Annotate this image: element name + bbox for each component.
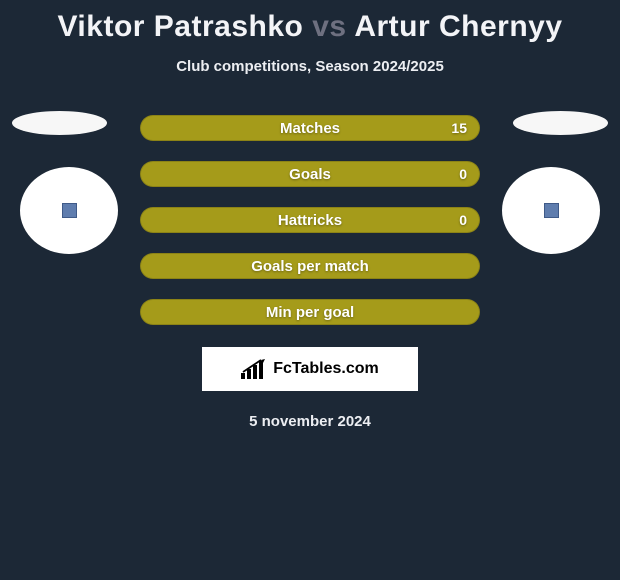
- vs-separator: vs: [312, 10, 346, 43]
- branding-box: FcTables.com: [202, 347, 418, 391]
- right-team-badge-icon: [544, 203, 559, 218]
- stat-value: 0: [459, 212, 467, 228]
- player2-name: Artur Chernyy: [354, 10, 562, 43]
- stat-label: Min per goal: [266, 304, 354, 321]
- stats-bars: Matches 15 Goals 0 Hattricks 0 Goals per…: [140, 115, 480, 325]
- stat-bar-matches: Matches 15: [140, 115, 480, 141]
- stat-bar-hattricks: Hattricks 0: [140, 207, 480, 233]
- stat-bar-min-per-goal: Min per goal: [140, 299, 480, 325]
- stat-value: 0: [459, 166, 467, 182]
- stat-label: Goals per match: [251, 258, 369, 275]
- subtitle: Club competitions, Season 2024/2025: [0, 58, 620, 75]
- fctables-logo-icon: [241, 359, 267, 379]
- stat-bar-goals-per-match: Goals per match: [140, 253, 480, 279]
- player1-name: Viktor Patrashko: [57, 10, 303, 43]
- stat-label: Hattricks: [278, 212, 342, 229]
- date-text: 5 november 2024: [0, 413, 620, 430]
- left-team-circle: [20, 167, 118, 254]
- stat-value: 15: [451, 120, 467, 136]
- stat-bar-goals: Goals 0: [140, 161, 480, 187]
- left-team-badge-icon: [62, 203, 77, 218]
- left-ellipse: [12, 111, 107, 135]
- comparison-title: Viktor Patrashko vs Artur Chernyy: [0, 0, 620, 44]
- stat-label: Matches: [280, 120, 340, 137]
- right-ellipse: [513, 111, 608, 135]
- branding-text: FcTables.com: [273, 360, 379, 378]
- right-team-circle: [502, 167, 600, 254]
- content-area: Matches 15 Goals 0 Hattricks 0 Goals per…: [0, 115, 620, 430]
- stat-label: Goals: [289, 166, 331, 183]
